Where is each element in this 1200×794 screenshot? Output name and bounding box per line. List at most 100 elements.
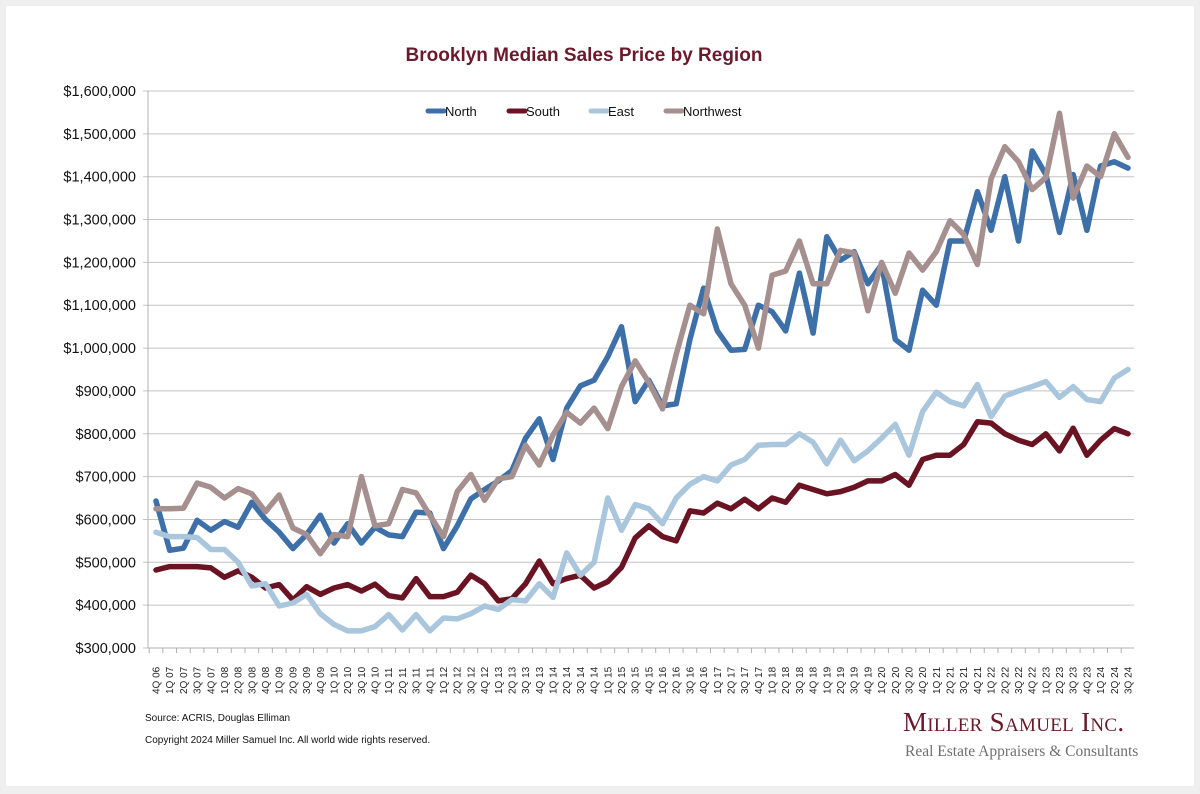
company-logo: Miller Samuel Inc. [903, 707, 1125, 737]
x-tick-label: 2Q 10 [343, 666, 354, 694]
x-tick-label: 1Q 12 [439, 666, 450, 694]
x-tick-label: 3Q 08 [247, 666, 258, 694]
x-tick-label: 2Q 15 [617, 666, 628, 694]
x-tick-label: 4Q 19 [863, 666, 874, 694]
x-tick-label: 4Q 09 [316, 666, 327, 694]
x-tick-label: 2Q 21 [946, 666, 957, 694]
y-tick-label: $1,600,000 [63, 84, 136, 100]
legend-item-south: South [506, 104, 560, 119]
x-tick-label: 3Q 17 [740, 666, 751, 694]
chart-title: Brooklyn Median Sales Price by Region [405, 45, 763, 66]
x-tick-label: 4Q 13 [535, 666, 546, 694]
x-tick-label: 4Q 22 [1028, 666, 1039, 694]
x-tick-label: 4Q 20 [918, 666, 929, 694]
x-tick-label: 2Q 07 [179, 666, 190, 694]
series-line-north [153, 148, 1131, 554]
y-tick-label: $800,000 [76, 427, 136, 443]
x-tick-label: 2Q 23 [1055, 666, 1066, 694]
y-tick-label: $1,500,000 [63, 127, 136, 143]
x-tick-label: 3Q 15 [631, 666, 642, 694]
x-tick-label: 4Q 06 [152, 666, 163, 694]
y-tick-label: $700,000 [76, 470, 136, 486]
y-tick-label: $1,300,000 [63, 213, 136, 229]
x-tick-label: 2Q 19 [836, 666, 847, 694]
x-tick-label: 1Q 19 [822, 666, 833, 694]
legend-label: South [526, 104, 560, 119]
x-tick-label: 1Q 22 [987, 666, 998, 694]
x-tick-label: 3Q 22 [1014, 666, 1025, 694]
x-tick-label: 2Q 13 [507, 666, 518, 694]
x-tick-label: 1Q 10 [329, 666, 340, 694]
y-tick-label: $600,000 [76, 512, 136, 528]
x-tick-label: 4Q 11 [425, 667, 436, 694]
x-tick-label: 2Q 20 [891, 666, 902, 694]
y-tick-label: $300,000 [76, 641, 136, 657]
x-tick-label: 4Q 18 [809, 666, 820, 694]
x-tick-label: 3Q 14 [576, 666, 587, 694]
y-tick-label: $1,200,000 [63, 255, 136, 271]
legend-item-northwest: Northwest [663, 104, 742, 119]
y-axis: $300,000 $400,000 $500,000 $600,000 $700,000… [63, 84, 149, 657]
x-tick-label: 3Q 12 [466, 666, 477, 694]
x-tick-label: 4Q 10 [371, 666, 382, 694]
series-line-northwest [153, 110, 1131, 557]
series-lines [153, 110, 1131, 634]
x-tick-label: 1Q 24 [1096, 666, 1107, 694]
y-tick-label: $1,400,000 [63, 170, 136, 186]
legend-label: North [445, 104, 477, 119]
y-tick-label: $900,000 [76, 384, 136, 400]
y-tick-label: $400,000 [76, 598, 136, 614]
x-tick-label: 3Q 16 [685, 666, 696, 694]
x-tick-label: 3Q 09 [302, 666, 313, 694]
x-tick-label: 1Q 18 [768, 666, 779, 694]
x-tick-label: 4Q 15 [644, 666, 655, 694]
x-tick-label: 4Q 16 [699, 666, 710, 694]
series-line-east [153, 366, 1131, 634]
x-tick-label: 1Q 16 [658, 666, 669, 694]
x-tick-label: 2Q 24 [1110, 666, 1121, 694]
x-tick-label: 1Q 07 [165, 666, 176, 694]
legend-item-north: North [425, 104, 477, 119]
x-tick-label: 3Q 13 [521, 666, 532, 694]
legend-item-east: East [588, 104, 634, 119]
source-note: Source: ACRIS, Douglas Elliman [145, 713, 291, 724]
x-tick-label: 2Q 17 [726, 666, 737, 694]
y-tick-label: $1,100,000 [63, 298, 136, 314]
chart-card [6, 6, 1194, 786]
x-tick-label: 1Q 13 [494, 666, 505, 694]
x-tick-label: 4Q 08 [261, 666, 272, 694]
x-tick-label: 1Q 09 [275, 666, 286, 694]
x-tick-label: 3Q 10 [357, 666, 368, 694]
copyright-note: Copyright 2024 Miller Samuel Inc. All wo… [145, 735, 431, 746]
x-tick-label: 3Q 19 [850, 666, 861, 694]
x-tick-label: 4Q 23 [1082, 666, 1093, 694]
x-tick-label: 4Q 14 [590, 666, 601, 694]
x-tick-label: 1Q 15 [603, 666, 614, 694]
x-tick-label: 3Q 20 [904, 666, 915, 694]
x-tick-label: 3Q 24 [1124, 666, 1135, 694]
x-tick-label: 2Q 14 [562, 666, 573, 694]
x-tick-label: 3Q 23 [1069, 666, 1080, 694]
x-tick-label: 1Q 08 [220, 666, 231, 694]
x-tick-label: 2Q 08 [234, 666, 245, 694]
x-tick-label: 4Q 12 [480, 666, 491, 694]
x-tick-label: 2Q 16 [672, 666, 683, 694]
x-tick-label: 2Q 11 [398, 667, 409, 694]
x-axis: 4Q 06 1Q 07 2Q 07 3Q 07 4Q 07 1Q 08 2Q 08 3Q 08… [148, 647, 1135, 694]
x-tick-label: 2Q 09 [288, 666, 299, 694]
x-tick-label: 3Q 21 [959, 666, 970, 694]
x-tick-label: 4Q 07 [206, 666, 217, 694]
x-tick-label: 1Q 17 [713, 666, 724, 694]
x-tick-label: 2Q 22 [1000, 666, 1011, 694]
legend-label: Northwest [683, 104, 742, 119]
x-tick-label: 2Q 18 [781, 666, 792, 694]
line-chart: $300,000 $400,000 $500,000 $600,000 $700,000… [63, 84, 1135, 694]
company-tagline: Real Estate Appraisers & Consultants [905, 743, 1139, 760]
x-tick-label: 1Q 20 [877, 666, 888, 694]
x-tick-label: 4Q 21 [973, 666, 984, 694]
x-tick-label: 1Q 23 [1041, 666, 1052, 694]
y-tick-label: $1,000,000 [63, 341, 136, 357]
x-tick-label: 1Q 21 [932, 666, 943, 694]
x-tick-label: 4Q 17 [754, 666, 765, 694]
series-line-south [153, 419, 1131, 604]
